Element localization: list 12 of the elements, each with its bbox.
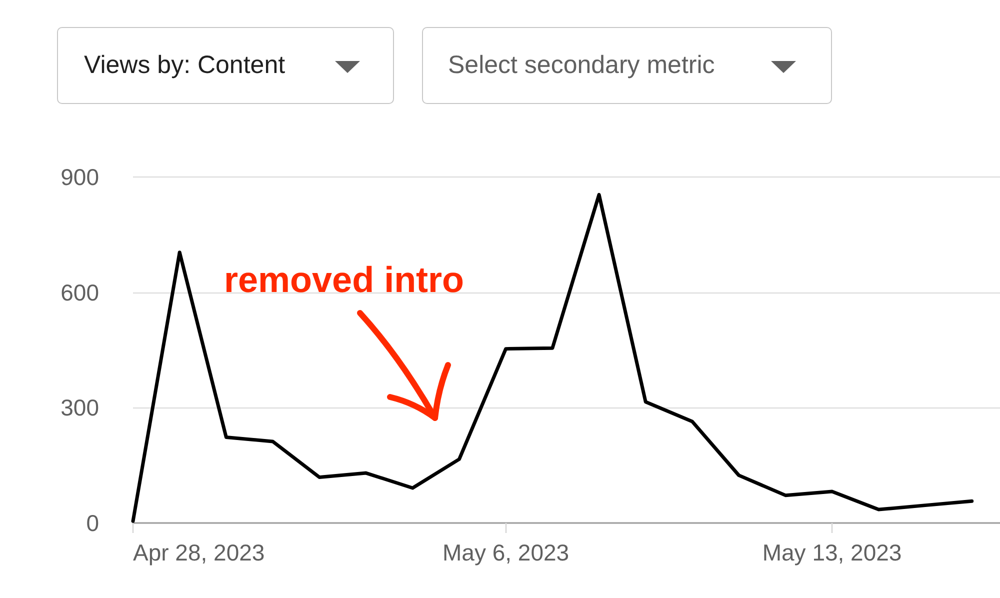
dropdown: Select secondary metric — [422, 27, 832, 104]
annotation: removed intro — [224, 259, 464, 300]
chart-title: Views by: Content — [84, 50, 286, 81]
y-tick-label: 0 — [86, 510, 99, 536]
line-series — [131, 192, 974, 523]
x-tick-label: May 13, 2023 — [762, 540, 902, 566]
y-tick-label: 300 — [60, 394, 99, 421]
x-tick-label: Apr 28, 2023 — [133, 540, 265, 566]
y-tick-label: 900 — [60, 164, 99, 190]
dropdown: Views by: Content — [57, 27, 394, 104]
x-tick-label: May 6, 2023 — [442, 540, 570, 566]
y-tick-label: 600 — [60, 279, 99, 306]
